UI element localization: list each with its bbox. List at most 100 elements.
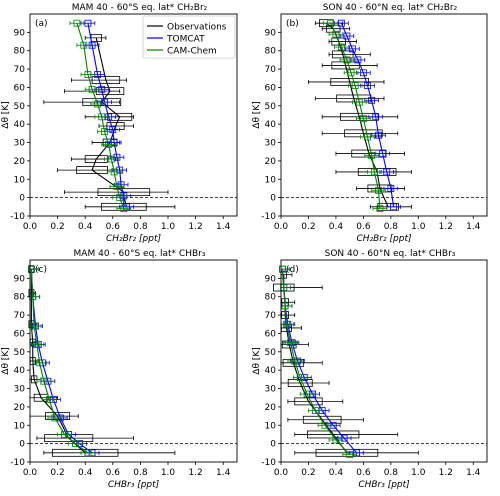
data-box [338,43,345,51]
legend-label: CAM-Chem [167,47,217,57]
x-tick-label: 0.2 [50,222,64,232]
x-axis-label: CH₂Br₂ [ppt] [357,234,412,244]
data-box [113,183,121,191]
x-tick-label: 1.0 [161,468,176,478]
x-tick-label: 1.4 [216,468,231,478]
data-box [311,407,319,414]
data-box [33,393,49,402]
data-box [354,56,362,64]
chart-title: SON 40 - 60°N eq. lat* CH₂Br₂ [323,3,458,13]
y-tick-label: 20 [14,157,26,167]
x-tick-label: 0.2 [301,468,315,478]
y-tick-label: 10 [265,421,277,431]
y-tick-label: -10 [10,212,25,222]
data-box [331,61,360,70]
y-axis-label: Δθ [K] [252,347,262,374]
data-box [343,32,351,40]
x-tick-label: 0.8 [133,222,148,232]
x-tick-label: 0.6 [356,222,371,232]
data-box [98,113,106,121]
data-box [321,421,329,429]
data-box [359,69,367,77]
legend: Observations TOMCAT CAM-Chem [142,15,236,59]
panel-label: (a) [35,19,48,29]
legend-box [142,15,236,59]
data-box [108,155,115,163]
legend-label: Observations [167,23,227,33]
y-tick-label: 40 [14,366,26,376]
data-box [51,414,59,422]
x-tick-label: 0.4 [329,468,344,478]
y-tick-label: 20 [14,403,26,413]
x-tick-label: 1.4 [466,222,481,232]
y-tick-label: 80 [14,47,26,57]
data-box [105,140,113,148]
chart-title: MAM 40 - 60°S eq. lat* CH₂Br₂ [72,3,208,13]
data-box [101,128,108,135]
data-box [296,374,304,381]
y-tick-label: 70 [265,311,277,321]
data-box [95,87,125,96]
data-box [287,339,295,347]
data-box [340,434,348,442]
series-observations [308,19,412,211]
data-box [45,396,53,403]
x-tick-label: 1.2 [188,468,202,478]
data-box [346,451,354,459]
x-tick-label: 0.0 [274,222,289,232]
chart-panel: 0.0 0.2 0.4 0.6 0.8 1.0 1.2 1.4 -10 0 10 20 30 40 50 60… [252,3,488,244]
x-tick-label: 0.4 [329,222,344,232]
data-box [364,82,371,90]
data-box [347,69,355,77]
x-axis-label: CHBr₃ [ppt] [358,480,410,490]
panel-label: (d) [286,265,299,275]
plot-frame [29,13,238,217]
data-box [73,19,81,27]
x-tick-label: 0.2 [301,222,315,232]
series-line [329,22,381,209]
data-box [357,168,397,176]
x-tick-label: 0.6 [356,468,371,478]
x-tick-label: 1.2 [439,222,453,232]
data-box [84,449,92,457]
y-axis-label: Δθ [K] [1,101,11,128]
y-tick-label: 50 [265,102,277,112]
y-tick-label: 30 [265,385,277,395]
data-box [332,30,340,38]
panel-label: (c) [35,265,47,275]
series-cam-chem [27,265,96,457]
x-tick-label: 1.4 [216,222,231,232]
y-tick-label: -10 [261,212,276,222]
y-tick-label: 20 [265,403,277,413]
series-line [30,269,86,454]
y-tick-label: 60 [14,83,26,93]
data-box [116,194,124,202]
y-tick-label: 70 [14,65,26,75]
data-box [52,448,119,457]
y-tick-label: 80 [265,293,277,303]
y-tick-label: 80 [265,47,277,57]
data-box [355,98,363,106]
y-tick-label: 70 [14,311,26,321]
series-cam-chem [69,19,132,213]
plot-frame [280,259,488,463]
y-tick-label: 40 [14,120,26,130]
data-box [332,436,340,444]
plot-frame [29,259,238,463]
series-observations [43,33,176,211]
data-box [291,357,299,365]
x-tick-label: 0.8 [384,468,399,478]
y-tick-label: 0 [19,194,25,204]
x-tick-label: 0.4 [78,222,93,232]
y-tick-label: 70 [265,65,277,75]
x-tick-label: 0.6 [106,468,121,478]
data-box [282,358,305,367]
x-tick-label: 0.4 [78,468,93,478]
chart-panel: 0.0 0.2 0.4 0.6 0.8 1.0 1.2 1.4 -10 0 10 20 30 40 50 60… [1,3,238,244]
y-tick-label: 50 [265,348,277,358]
y-tick-label: -10 [10,458,25,468]
y-tick-label: 90 [265,274,277,284]
x-tick-label: 1.0 [411,468,426,478]
y-tick-label: 40 [265,120,277,130]
y-tick-label: 30 [265,139,277,149]
